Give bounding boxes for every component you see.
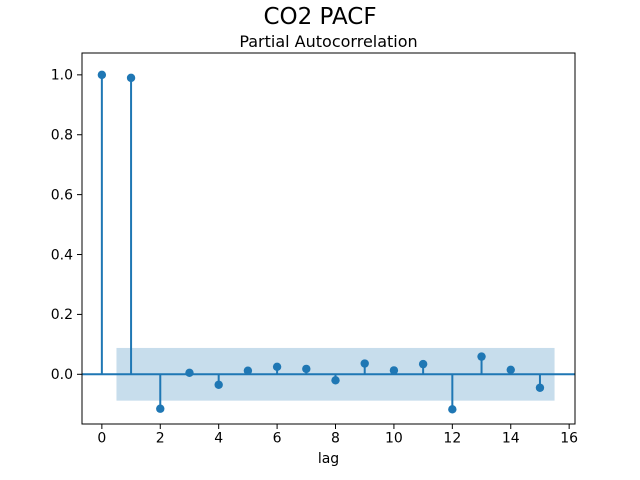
axes-spines (81, 52, 576, 425)
stem-marker-lag-13 (477, 352, 486, 361)
chart-title: CO2 PACF (263, 4, 377, 30)
stem-marker-lag-14 (506, 365, 515, 375)
stem-marker-lag-5 (243, 366, 253, 375)
y-tick-label: 0.0 (51, 367, 73, 383)
x-axis-label: lag (318, 451, 339, 467)
y-tick-label: 0.4 (51, 247, 73, 263)
x-tick-label: 14 (502, 431, 520, 447)
x-tick-label: 2 (156, 431, 165, 447)
y-tick-label: 0.8 (51, 128, 73, 144)
stem-marker-lag-9 (360, 359, 369, 368)
stem-marker-lag-7 (302, 364, 311, 374)
chart-subtitle: Partial Autocorrelation (239, 32, 418, 51)
stem-marker-lag-1 (126, 73, 136, 83)
x-tick-label: 10 (385, 431, 403, 447)
x-tick-label: 4 (214, 431, 223, 447)
y-tick-label: 0.6 (51, 187, 73, 203)
stem-marker-lag-12 (448, 405, 457, 414)
stem-marker-lag-15 (535, 383, 545, 392)
stem-marker-lag-4 (214, 380, 223, 389)
y-tick-label: 0.2 (51, 307, 73, 323)
stem-marker-lag-6 (272, 362, 282, 372)
x-tick-label: 0 (97, 431, 106, 447)
stem-marker-lag-10 (389, 366, 399, 375)
stem-marker-lag-8 (331, 376, 340, 385)
stem-marker-lag-11 (418, 359, 428, 369)
stem-marker-lag-2 (156, 404, 165, 413)
y-tick-label: 1.0 (51, 68, 73, 84)
x-tick-label: 6 (273, 431, 282, 447)
x-tick-label: 16 (560, 431, 578, 447)
stem-marker-lag-0 (97, 70, 107, 80)
stem-marker-lag-3 (185, 368, 194, 377)
x-tick-label: 12 (443, 431, 461, 447)
x-tick-label: 8 (331, 431, 340, 447)
